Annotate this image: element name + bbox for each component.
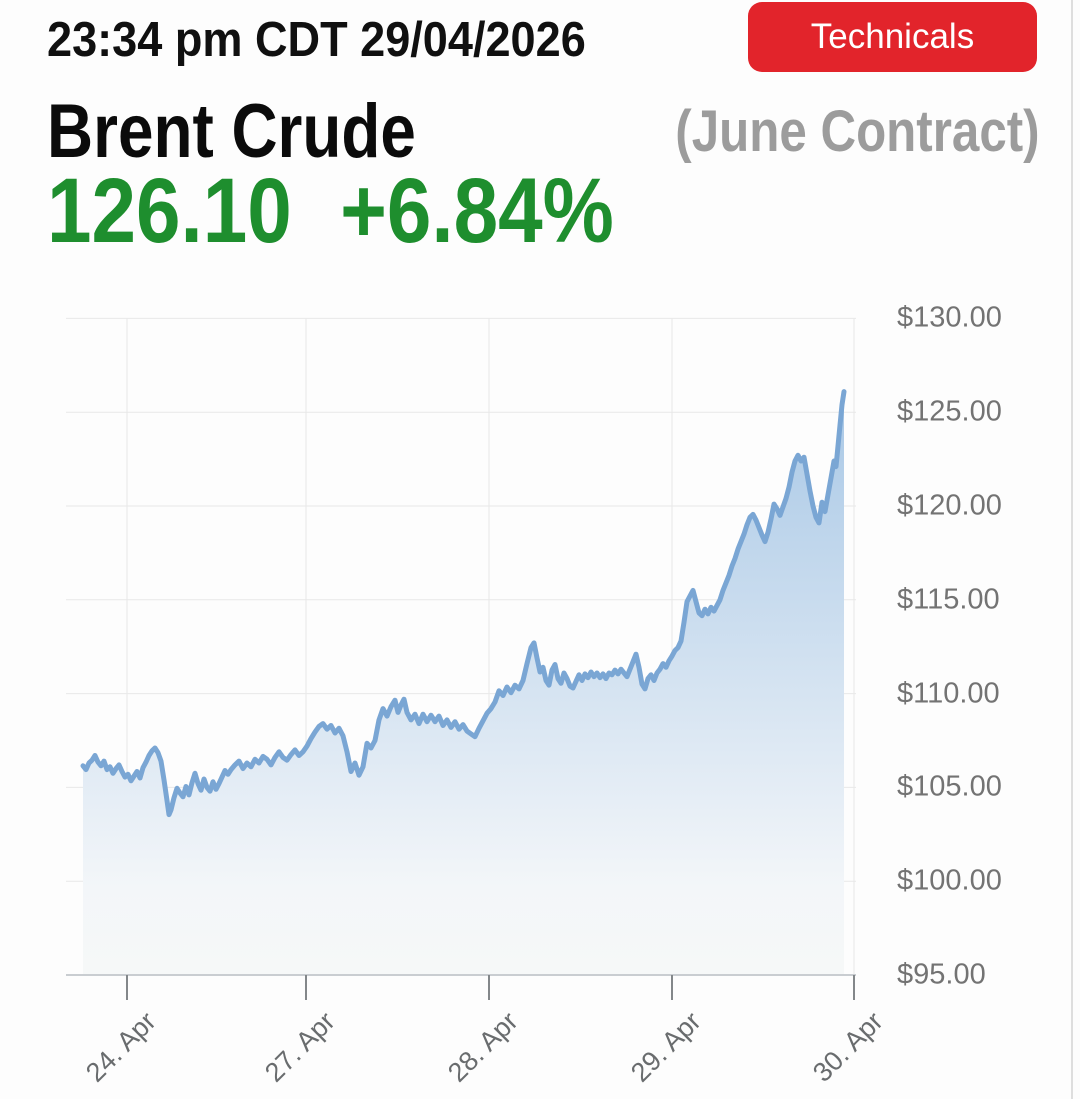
price-change: +6.84% [340, 160, 614, 262]
price-area-fill [83, 391, 844, 976]
y-axis-label: $95.00 [897, 958, 986, 991]
timestamp: 23:34 pm CDT 29/04/2026 [47, 13, 586, 67]
instrument-title: Brent Crude [47, 89, 416, 174]
y-axis-label: $105.00 [897, 770, 1002, 803]
page-edge-divider [1071, 0, 1073, 1099]
last-price: 126.10 [47, 160, 292, 262]
contract-label: (June Contract) [675, 99, 1040, 164]
y-axis-label: $115.00 [897, 583, 1000, 616]
x-axis-ticks [126, 975, 855, 1000]
price-quote: 126.10 +6.84% [47, 165, 614, 257]
technicals-button[interactable]: Technicals [748, 2, 1037, 72]
y-axis-label: $120.00 [897, 489, 1002, 522]
y-axis-label: $100.00 [897, 864, 1002, 897]
y-axis-label: $130.00 [897, 301, 1002, 334]
price-line [80, 389, 847, 818]
y-axis-label: $125.00 [897, 395, 1002, 428]
y-axis-label: $110.00 [897, 677, 1000, 710]
